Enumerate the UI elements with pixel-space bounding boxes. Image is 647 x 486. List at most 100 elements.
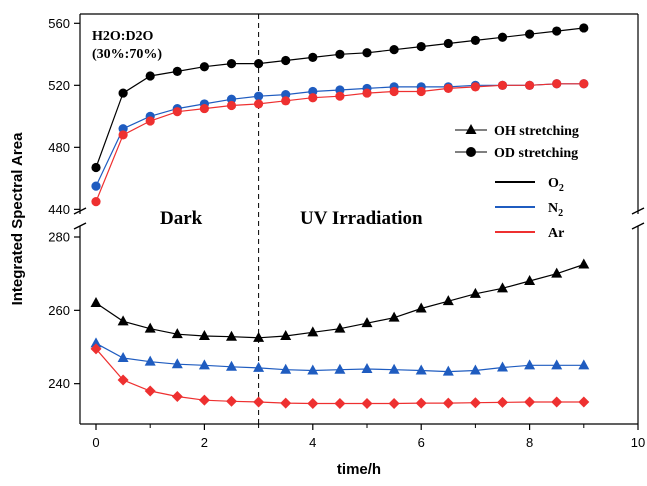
legend-ar-label: Ar — [548, 226, 564, 241]
data-point — [442, 397, 454, 409]
data-point — [171, 358, 183, 369]
y-tick-label: 440 — [48, 202, 70, 217]
legend-oh-label: OH stretching — [494, 124, 579, 139]
data-point — [470, 35, 480, 45]
data-point — [307, 364, 319, 375]
data-point — [388, 363, 400, 374]
data-point — [198, 359, 210, 370]
data-point — [524, 275, 536, 285]
data-point — [443, 38, 453, 49]
data-point — [90, 337, 102, 348]
axis-break-marks — [73, 207, 645, 230]
data-point — [199, 103, 209, 114]
data-point — [90, 343, 102, 355]
x-tick-label: 8 — [526, 435, 533, 450]
data-point — [254, 99, 264, 109]
data-point — [91, 196, 101, 207]
data-point — [335, 49, 345, 59]
data-point — [226, 100, 237, 111]
data-point — [226, 330, 237, 341]
data-point — [551, 267, 563, 278]
data-point — [551, 396, 563, 408]
legend-od: OD stretching — [455, 146, 578, 161]
data-point — [469, 287, 481, 298]
data-point — [172, 107, 182, 117]
data-point — [497, 80, 508, 90]
data-point — [578, 359, 590, 370]
data-point — [171, 391, 183, 402]
y-tick-label: 280 — [48, 230, 70, 245]
series-3 — [90, 258, 590, 342]
legend-circle-marker — [466, 147, 476, 157]
data-point — [442, 295, 454, 306]
data-point — [415, 364, 427, 375]
data-point — [281, 55, 291, 66]
data-point — [144, 385, 156, 397]
data-point — [117, 315, 129, 326]
data-point — [253, 361, 265, 372]
data-point — [145, 71, 155, 81]
data-point — [361, 363, 373, 373]
data-point — [198, 330, 210, 340]
x-tick-label: 6 — [418, 435, 425, 450]
legend-ar: Ar — [495, 226, 564, 241]
data-point — [552, 26, 562, 36]
data-point — [144, 355, 156, 366]
data-point — [388, 311, 400, 322]
data-point — [280, 330, 292, 340]
left-break-mark-2 — [73, 222, 87, 230]
legend-oh: OH stretching — [455, 124, 579, 139]
data-point — [280, 363, 292, 374]
y-tick-label: 560 — [48, 16, 70, 31]
right-break-mark-1 — [631, 207, 645, 215]
data-point — [416, 41, 426, 52]
data-point — [254, 91, 264, 101]
data-point — [91, 181, 101, 191]
data-point — [361, 397, 373, 409]
x-tick-label: 0 — [92, 435, 99, 450]
data-point — [254, 59, 264, 69]
data-point — [442, 365, 454, 376]
data-point — [579, 79, 589, 89]
series-5 — [90, 343, 590, 409]
x-tick-label: 10 — [631, 435, 645, 450]
y-axis-title: Integrated Spectral Area — [9, 132, 26, 305]
uv-label: UV Irradiation — [300, 208, 423, 229]
data-point — [334, 363, 346, 374]
data-point — [90, 297, 102, 307]
right-break-mark-2 — [631, 222, 645, 230]
x-axis-ticks: 0 2 4 6 8 10 — [92, 424, 645, 450]
data-point — [117, 352, 129, 362]
data-point — [307, 397, 319, 409]
data-point — [470, 82, 480, 92]
data-point — [415, 397, 427, 409]
x-tick-label: 2 — [201, 435, 208, 450]
data-point — [307, 326, 319, 337]
data-point — [525, 29, 535, 39]
y-axis-ticks: 440 480 520 560 240 260 280 — [48, 16, 80, 391]
data-point — [497, 361, 508, 372]
data-point — [552, 79, 562, 89]
data-point — [579, 23, 589, 33]
data-point — [226, 360, 237, 371]
series-0 — [91, 23, 589, 173]
data-point — [578, 396, 590, 408]
data-point — [308, 93, 318, 103]
data-point — [524, 359, 536, 370]
y-tick-label: 240 — [48, 376, 70, 391]
legend-od-label: OD stretching — [494, 146, 578, 161]
data-point — [497, 396, 508, 408]
data-point — [497, 32, 508, 42]
data-point — [226, 59, 237, 69]
data-point — [335, 91, 345, 101]
series-4 — [90, 337, 590, 376]
series-layer — [90, 23, 590, 409]
data-point — [144, 322, 156, 333]
data-point — [524, 396, 536, 408]
data-point — [91, 162, 101, 173]
data-point — [443, 83, 453, 94]
dark-label: Dark — [160, 208, 203, 229]
data-point — [389, 86, 399, 97]
